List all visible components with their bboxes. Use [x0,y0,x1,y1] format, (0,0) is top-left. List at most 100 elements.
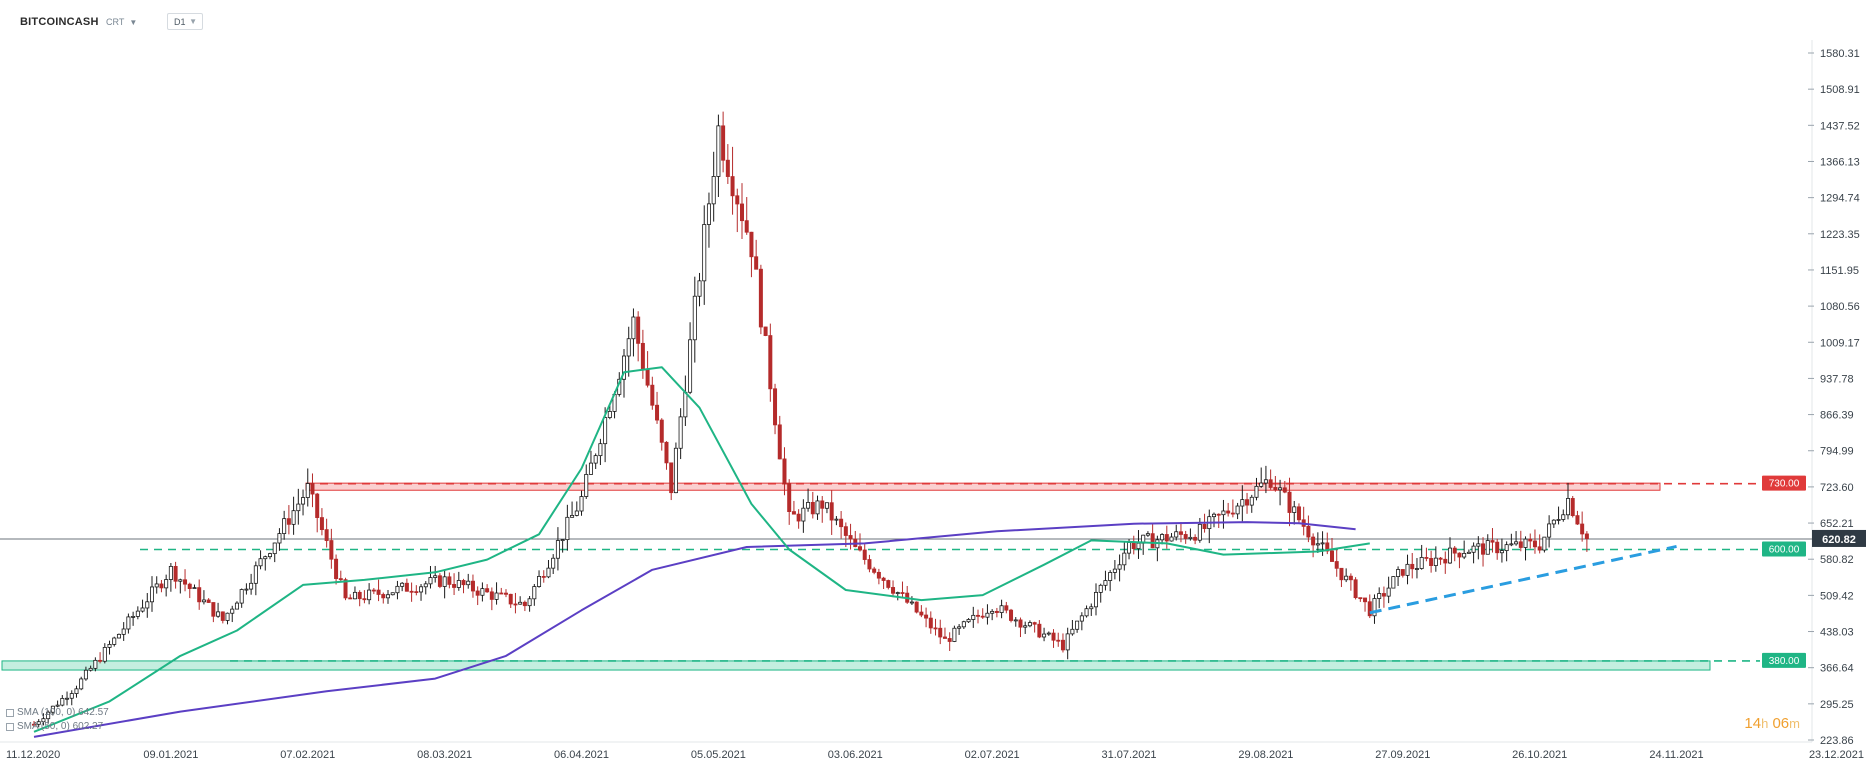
candle [711,151,716,222]
candle-body [1108,572,1113,581]
candle [768,323,773,402]
candle [1334,549,1339,577]
candle-body [178,579,183,582]
candle-body [343,579,348,599]
candle-body [546,567,551,578]
candle-body [593,455,598,464]
candle [367,583,372,605]
candle-body [1481,543,1486,555]
candle [1065,627,1070,660]
candle-body [579,496,584,512]
candle-body [1273,487,1278,491]
candle-body [1235,505,1240,515]
last-price-label: 620.82 [1822,534,1856,546]
candle-body [32,723,37,726]
candle [1122,541,1127,571]
candle-body [976,614,981,617]
candle-body [352,591,357,600]
interval-dropdown[interactable]: D1 ▼ [167,13,203,30]
candle-body [697,280,702,297]
candle-body [442,576,447,587]
chart-type-dropdown[interactable]: CRT ▼ [106,17,137,27]
candle-body [683,391,688,418]
candle [197,579,202,610]
candle [1141,534,1146,555]
symbol-name[interactable]: BITCOINCASH [20,16,99,28]
legend-item-sma50[interactable]: SMA (50, 0) 602.27 [6,720,109,734]
candle-body [1292,506,1297,513]
candle-body [782,458,787,485]
candle [50,705,55,716]
candle [395,580,400,600]
candle [994,607,999,618]
candle [1348,573,1353,591]
price-tick-label: 652.21 [1820,518,1854,530]
candle [593,453,598,470]
candle [532,583,537,606]
candle-body [503,592,508,595]
candle [489,587,494,611]
candle-body [249,582,254,590]
candle-body [1278,487,1283,491]
candle [258,550,263,570]
candle-body [1193,536,1198,541]
candle-body [744,220,749,233]
candle-body [508,593,513,605]
price-tick-label: 1223.35 [1820,229,1860,241]
candle [1178,522,1183,543]
candle [508,593,513,608]
candle [527,595,532,612]
candle-body [55,704,60,707]
candle-body [1160,534,1165,541]
candle [1060,633,1065,653]
candle-body [1117,564,1122,570]
candle-body [1537,546,1542,551]
candle-body [381,594,386,599]
candle [1528,533,1533,549]
candle-body [140,607,145,612]
candle [55,700,60,708]
candle [183,569,188,592]
candle-body [598,443,603,457]
candle-body [994,610,999,613]
candle-body [1433,557,1438,566]
candle-body [1547,523,1552,538]
candle [1136,530,1141,559]
sma50-line [33,366,1370,733]
candle [872,566,877,575]
level-badge-label: 380.00 [1769,656,1800,667]
candle [414,585,419,596]
candle [1287,477,1292,527]
candle [376,579,381,602]
legend-item-sma100[interactable]: SMA (100, 0) 642.57 [6,706,109,720]
candle-body [305,483,310,498]
candle-body [692,295,697,341]
candle-body [371,589,376,592]
sma100-line [33,521,1356,738]
candle [1542,536,1547,553]
candle-body [900,592,905,594]
candle-body [315,493,320,518]
candle-body [669,462,674,494]
candle-body [758,268,763,328]
candle [716,114,721,197]
candle-body [239,589,244,604]
candle [1174,524,1179,541]
candle-body [541,576,546,578]
candle-body [1202,523,1207,530]
candle-body [83,669,88,680]
candle [862,544,867,565]
candle [933,618,938,636]
candle-body [787,483,792,512]
candle-body [914,601,919,613]
candle [1419,544,1424,570]
candle [362,590,367,604]
candle [1311,533,1316,558]
price-tick-label: 295.25 [1820,699,1854,711]
candle-body [1216,513,1221,516]
candle-body [924,614,929,619]
candle [773,383,778,435]
candle-body [1424,557,1429,559]
candle [433,565,438,583]
